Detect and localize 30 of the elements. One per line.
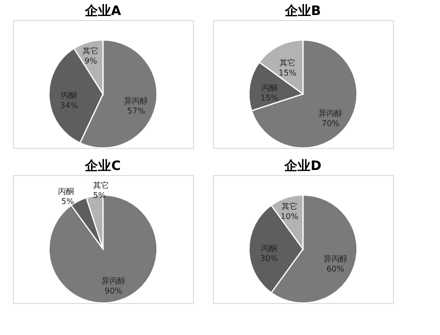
slice-label: 异丙醇 [323,254,348,264]
slice-label: 异丙醇 [318,108,343,118]
chart-title: 企业A [84,4,122,19]
data-label: 5% [61,196,74,206]
data-label: 57% [127,106,146,116]
slice-label: 异丙醇 [124,96,148,106]
data-label: 10% [280,212,299,222]
chart-title: 企业C [84,159,121,174]
slice-label: 其它 [281,202,298,212]
data-label: 15% [260,94,279,103]
slice-label: 其它 [280,58,296,68]
data-label: 5% [92,190,106,200]
pie-slice [251,39,358,149]
data-label: 70% [322,118,340,128]
data-label: 90% [104,286,123,296]
data-label: 60% [326,264,345,274]
slice-label: 其它 [92,180,109,190]
slice-label: 丙酮 [261,84,278,93]
data-label: 9% [84,56,98,66]
chart-title: 企业B [284,4,321,19]
slice-label: 丙酮 [261,244,277,253]
data-label: 15% [278,68,297,78]
chart-title: 企业D [284,159,322,174]
slice-label: 丙酮 [58,186,74,196]
slice-label: 丙酮 [61,91,78,100]
data-label: 34% [60,101,78,110]
slice-label: 异丙醇 [102,276,126,286]
pie-slice [48,194,158,304]
slice-label: 其它 [82,46,99,56]
data-label: 30% [260,254,278,263]
